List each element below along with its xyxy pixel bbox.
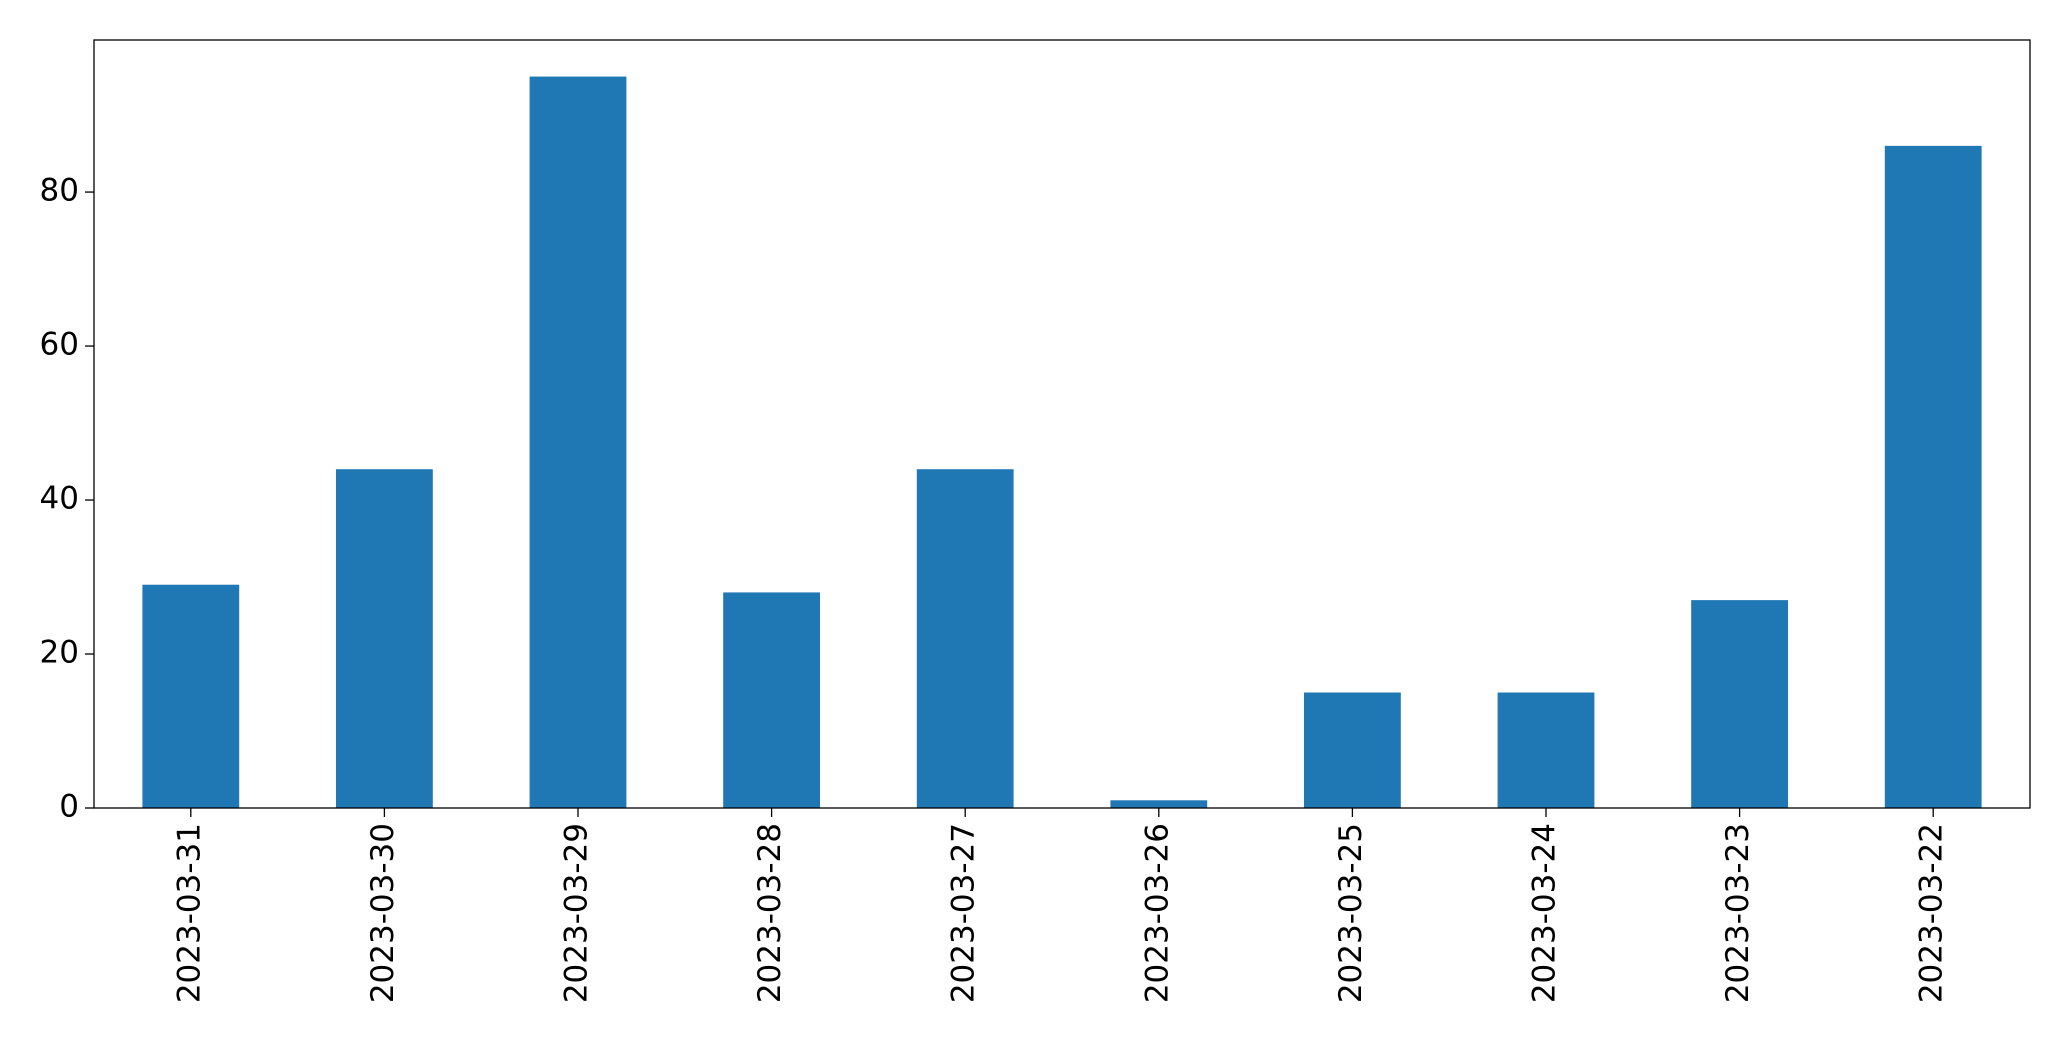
y-tick-label: 0 [59,789,79,825]
bar [1497,692,1595,808]
y-tick-label: 60 [40,327,79,363]
x-tick-label: 2023-03-23 [1720,823,1756,1003]
x-tick-label: 2023-03-24 [1527,823,1563,1003]
bar [723,592,820,808]
x-tick-label: 2023-03-28 [752,823,788,1003]
x-tick-label: 2023-03-25 [1333,823,1369,1003]
x-tick-label: 2023-03-29 [559,823,595,1003]
x-tick-label: 2023-03-31 [171,823,207,1003]
x-tick-label: 2023-03-26 [1139,823,1175,1003]
bar [336,469,433,808]
bar [1110,800,1208,808]
bar [916,469,1014,808]
plot-frame [93,39,2031,809]
y-tick-label: 40 [40,481,79,517]
x-tick-label: 2023-03-27 [946,823,982,1003]
bar [1304,692,1401,808]
bar [142,584,240,808]
bar [1884,145,1982,809]
x-tick-label: 2023-03-22 [1914,823,1950,1003]
bar [529,76,627,809]
y-tick-label: 80 [40,173,79,209]
x-tick-label: 2023-03-30 [365,823,401,1003]
bar [1691,600,1788,808]
y-tick-label: 20 [40,635,79,671]
